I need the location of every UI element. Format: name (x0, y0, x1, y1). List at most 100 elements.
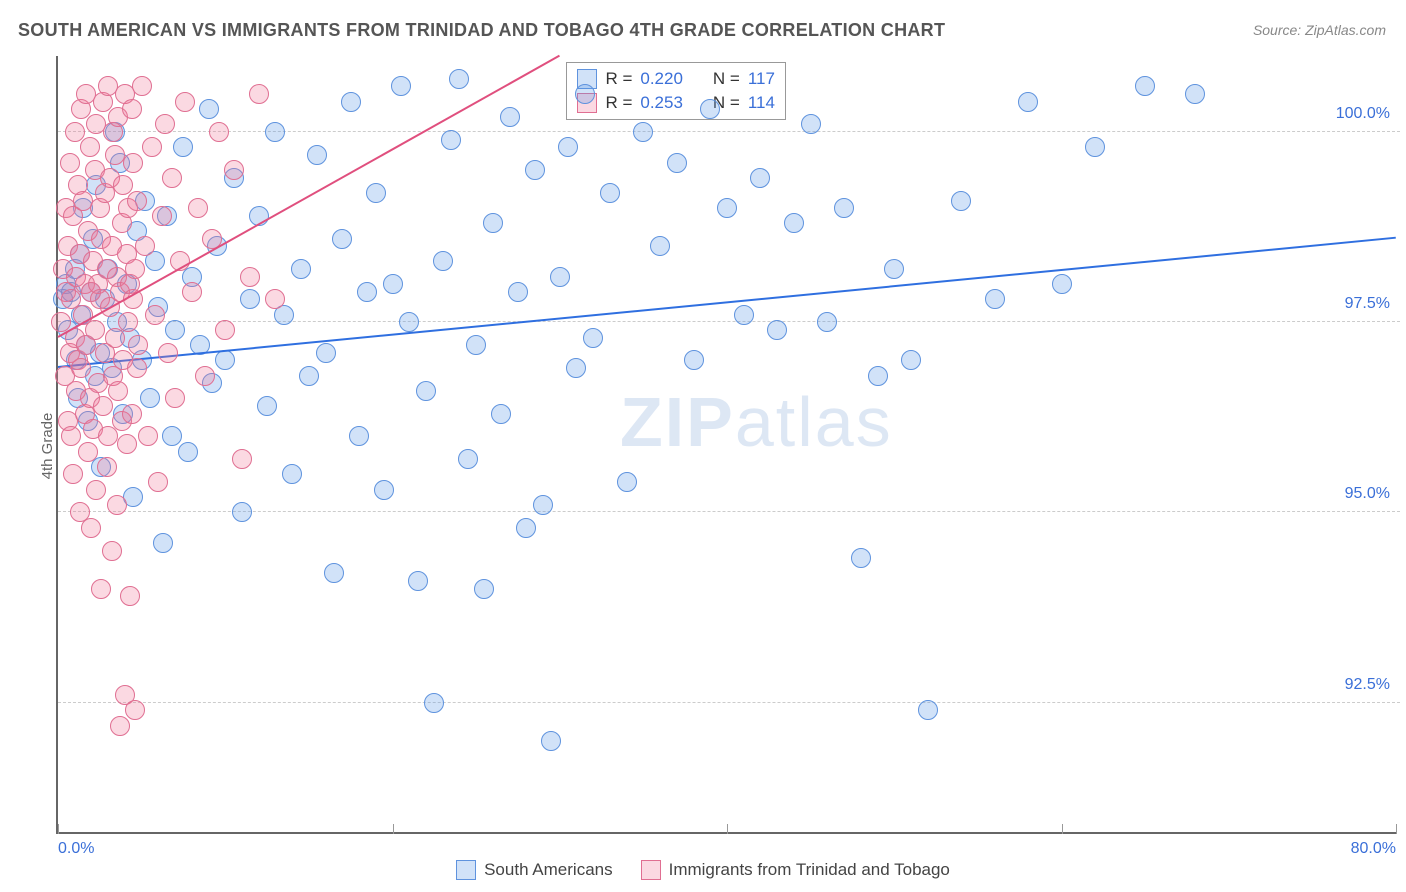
data-point (81, 518, 101, 538)
data-point (138, 426, 158, 446)
data-point (366, 183, 386, 203)
data-point (541, 731, 561, 751)
y-tick-label: 95.0% (1345, 485, 1390, 503)
data-point (182, 282, 202, 302)
data-point (178, 442, 198, 462)
source-name: ZipAtlas.com (1305, 22, 1386, 38)
data-point (148, 472, 168, 492)
n-value: 117 (748, 67, 775, 91)
legend-stat-row: R = 0.253N = 114 (577, 91, 775, 115)
data-point (85, 320, 105, 340)
data-point (851, 548, 871, 568)
data-point (162, 426, 182, 446)
r-label: R = (605, 91, 632, 115)
data-point (152, 206, 172, 226)
legend-stats: R = 0.220 N = 117R = 0.253N = 114 (566, 62, 786, 120)
data-point (817, 312, 837, 332)
data-point (566, 358, 586, 378)
gridline (58, 511, 1400, 512)
legend-item: Immigrants from Trinidad and Tobago (641, 860, 950, 880)
data-point (474, 579, 494, 599)
data-point (600, 183, 620, 203)
data-point (901, 350, 921, 370)
data-point (374, 480, 394, 500)
data-point (120, 586, 140, 606)
data-point (125, 259, 145, 279)
data-point (257, 396, 277, 416)
data-point (282, 464, 302, 484)
data-point (145, 305, 165, 325)
data-point (767, 320, 787, 340)
data-point (299, 366, 319, 386)
data-point (332, 229, 352, 249)
data-point (491, 404, 511, 424)
legend-bottom: South AmericansImmigrants from Trinidad … (0, 860, 1406, 880)
legend-swatch (641, 860, 661, 880)
data-point (951, 191, 971, 211)
data-point (97, 457, 117, 477)
data-point (684, 350, 704, 370)
data-point (801, 114, 821, 134)
data-point (65, 122, 85, 142)
data-point (240, 267, 260, 287)
plot-area: ZIPatlas R = 0.220N = 117R = 0.253N = 11… (56, 56, 1396, 834)
data-point (232, 449, 252, 469)
data-point (784, 213, 804, 233)
data-point (884, 259, 904, 279)
data-point (441, 130, 461, 150)
gridline (58, 321, 1400, 322)
data-point (110, 716, 130, 736)
data-point (558, 137, 578, 157)
data-point (60, 153, 80, 173)
data-point (324, 563, 344, 583)
data-point (155, 114, 175, 134)
data-point (483, 213, 503, 233)
data-point (240, 289, 260, 309)
data-point (533, 495, 553, 515)
data-point (195, 366, 215, 386)
data-point (188, 198, 208, 218)
data-point (173, 137, 193, 157)
y-tick-label: 92.5% (1345, 676, 1390, 694)
data-point (224, 160, 244, 180)
x-tick (1396, 824, 1397, 834)
data-point (249, 84, 269, 104)
data-point (1135, 76, 1155, 96)
data-point (399, 312, 419, 332)
data-point (750, 168, 770, 188)
data-point (1085, 137, 1105, 157)
legend-label: Immigrants from Trinidad and Tobago (669, 860, 950, 880)
data-point (341, 92, 361, 112)
data-point (132, 76, 152, 96)
source-prefix: Source: (1253, 22, 1305, 38)
data-point (433, 251, 453, 271)
data-point (232, 502, 252, 522)
data-point (416, 381, 436, 401)
data-point (102, 541, 122, 561)
data-point (122, 404, 142, 424)
source-label: Source: ZipAtlas.com (1253, 22, 1386, 38)
data-point (265, 289, 285, 309)
data-point (135, 236, 155, 256)
data-point (525, 160, 545, 180)
data-point (408, 571, 428, 591)
data-point (128, 335, 148, 355)
legend-swatch (456, 860, 476, 880)
data-point (127, 358, 147, 378)
data-point (265, 122, 285, 142)
data-point (508, 282, 528, 302)
data-point (215, 350, 235, 370)
x-tick (1062, 824, 1063, 834)
data-point (291, 259, 311, 279)
x-tick (58, 824, 59, 834)
data-point (424, 693, 444, 713)
data-point (985, 289, 1005, 309)
data-point (583, 328, 603, 348)
data-point (700, 99, 720, 119)
data-point (142, 137, 162, 157)
n-label: N = (713, 67, 740, 91)
data-point (575, 84, 595, 104)
data-point (140, 388, 160, 408)
data-point (78, 442, 98, 462)
r-value: 0.220 (640, 67, 683, 91)
